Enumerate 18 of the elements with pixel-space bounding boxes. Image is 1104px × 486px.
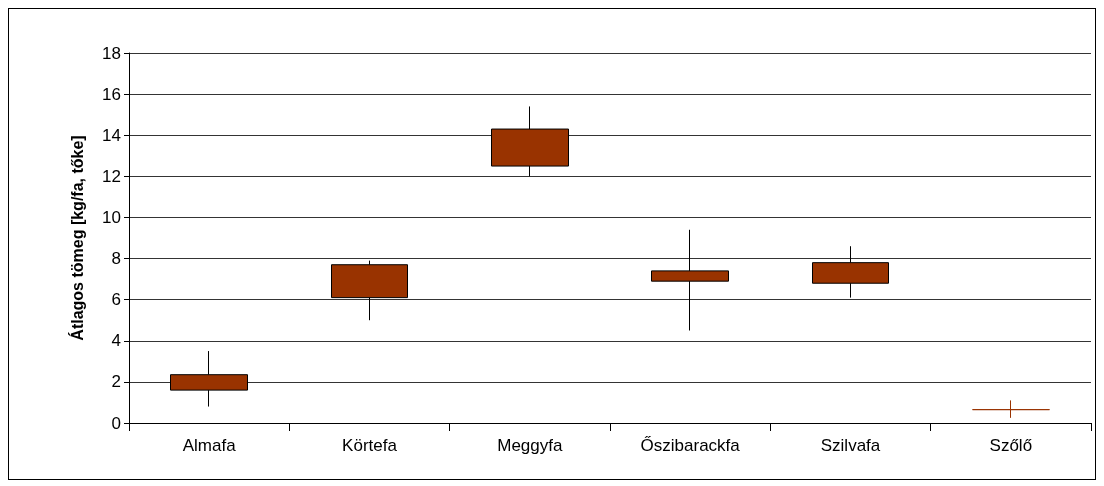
y-tick-label: 14 bbox=[102, 125, 121, 145]
y-tick-label: 6 bbox=[111, 290, 121, 310]
x-tick-label: Szőlő bbox=[989, 436, 1033, 455]
y-tick-label: 8 bbox=[111, 249, 121, 269]
x-tick-label: Őszibarackfa bbox=[640, 436, 741, 455]
x-tick-label: Szilvafa bbox=[820, 436, 881, 455]
y-tick-label: 18 bbox=[102, 43, 121, 63]
y-tick-label: 16 bbox=[102, 84, 121, 104]
x-tick-label: Almafa bbox=[182, 436, 237, 455]
x-tick-label: Meggyfa bbox=[497, 436, 563, 455]
x-tick-label: Körtefa bbox=[342, 436, 398, 455]
y-tick-label: 10 bbox=[102, 207, 121, 227]
y-axis-title: Átlagos tömeg [kg/fa, tőke] bbox=[67, 135, 86, 341]
candlestick bbox=[972, 399, 1050, 419]
y-tick-label: 12 bbox=[102, 166, 121, 186]
y-tick-label: 4 bbox=[111, 331, 121, 351]
y-tick-label: 2 bbox=[111, 372, 121, 392]
y-tick-label: 0 bbox=[111, 413, 121, 433]
